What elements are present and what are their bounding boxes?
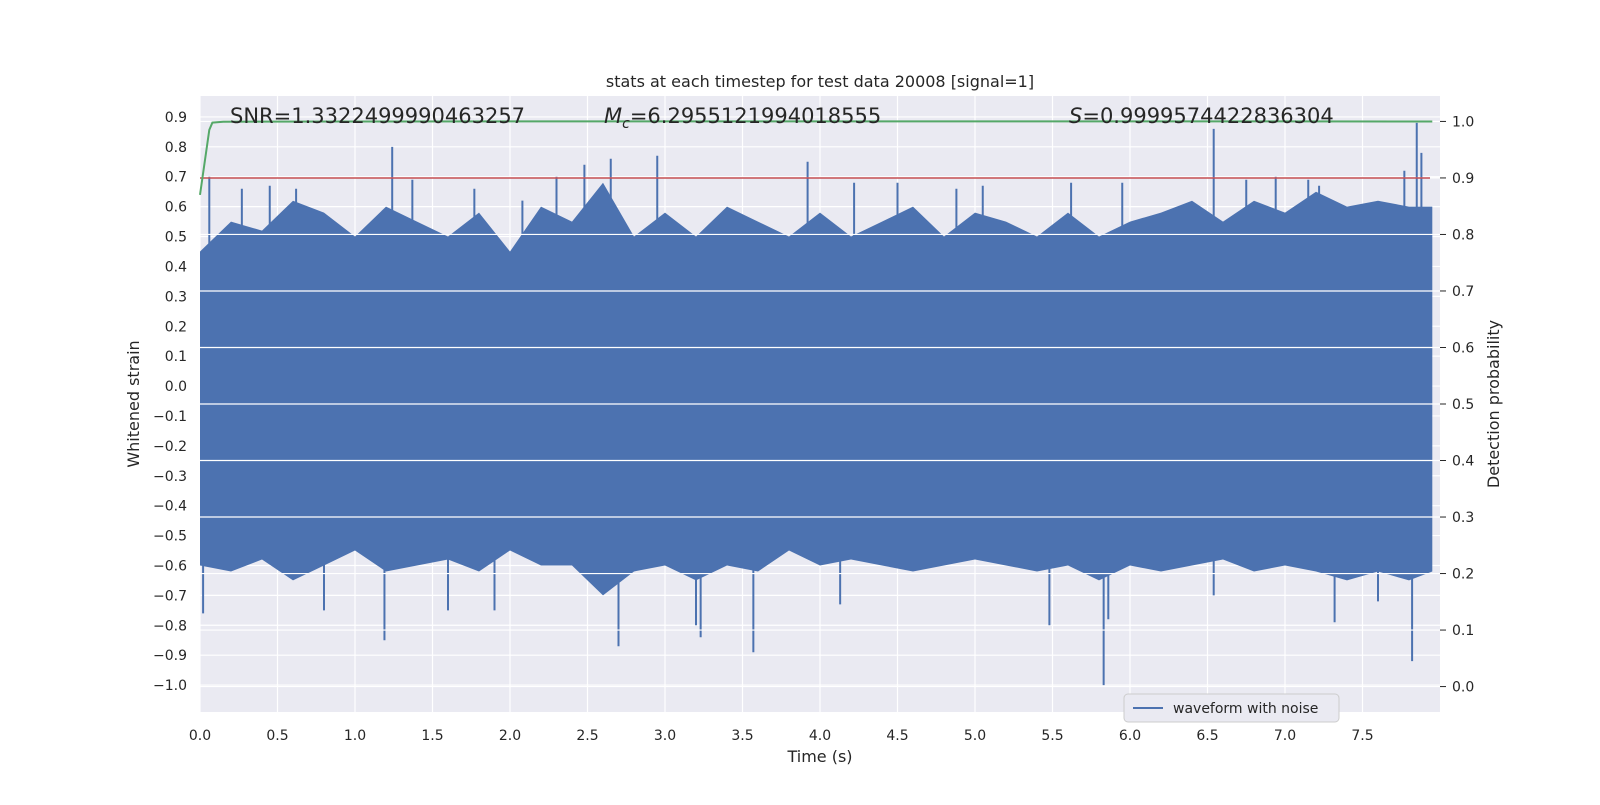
mc-subscript: c bbox=[622, 116, 630, 132]
y-tick-label: 0.3 bbox=[165, 289, 187, 305]
y2-tick-label: 1.0 bbox=[1452, 114, 1474, 130]
y-tick-label: 0.8 bbox=[165, 140, 187, 156]
y-tick-label: −0.2 bbox=[153, 439, 187, 455]
x-tick-label: 1.0 bbox=[344, 728, 366, 744]
y2-tick-label: 0.1 bbox=[1452, 623, 1474, 639]
y-tick-label: −1.0 bbox=[153, 678, 187, 694]
x-tick-label: 5.5 bbox=[1041, 728, 1063, 744]
waveform-series bbox=[200, 122, 1433, 686]
y-tick-label: −0.1 bbox=[153, 409, 187, 425]
y-axis-label: Whitened strain bbox=[124, 340, 143, 467]
y2-gridlines bbox=[200, 120, 1440, 688]
x-tick-label: 6.0 bbox=[1119, 728, 1141, 744]
x-tick-label: 3.5 bbox=[731, 728, 753, 744]
x-axis-ticks: 0.0 0.5 1.0 1.5 2.0 2.5 3.0 3.5 4.0 4.5 5.0 5.5 6.0 6… bbox=[189, 728, 1374, 744]
y-tick-label: −0.4 bbox=[153, 499, 187, 515]
y2-tick-label: 0.8 bbox=[1452, 227, 1474, 243]
y-tick-label: 0.4 bbox=[165, 259, 187, 275]
y2-tick-label: 0.2 bbox=[1452, 567, 1474, 583]
y2-tick-label: 0.6 bbox=[1452, 340, 1474, 356]
y-tick-label: 0.9 bbox=[165, 110, 187, 126]
s-symbol: S bbox=[1069, 104, 1082, 128]
y-axis-ticks: 0.9 0.8 0.7 0.6 0.5 0.4 0.3 0.2 0.1 0.0 −0.1 −0.2 −0… bbox=[153, 110, 187, 694]
x-axis-label: Time (s) bbox=[786, 747, 852, 766]
y-tick-label: −0.8 bbox=[153, 618, 187, 634]
legend-label: waveform with noise bbox=[1173, 701, 1318, 717]
x-tick-label: 3.0 bbox=[654, 728, 676, 744]
y-tick-label: 0.6 bbox=[165, 200, 187, 216]
y-tick-label: 0.1 bbox=[165, 349, 187, 365]
y-tick-label: 0.0 bbox=[165, 379, 187, 395]
y-tick-label: −0.5 bbox=[153, 529, 187, 545]
y2-tick-label: 0.3 bbox=[1452, 510, 1474, 526]
y2-tick-label: 0.9 bbox=[1452, 171, 1474, 187]
mc-symbol: M bbox=[604, 104, 622, 128]
x-tick-label: 4.5 bbox=[886, 728, 908, 744]
y-tick-label: −0.6 bbox=[153, 558, 187, 574]
y-tick-label: 0.7 bbox=[165, 170, 187, 186]
y2-tick-label: 0.5 bbox=[1452, 397, 1474, 413]
y2-tick-label: 0.4 bbox=[1452, 454, 1474, 470]
x-tick-label: 2.5 bbox=[576, 728, 598, 744]
mc-value: =6.2955121994018555 bbox=[630, 104, 881, 128]
y2-axis-label: Detection probability bbox=[1484, 320, 1503, 488]
x-tick-label: 0.0 bbox=[189, 728, 211, 744]
waveform-band bbox=[200, 182, 1433, 596]
y2-tick-label: 0.7 bbox=[1452, 284, 1474, 300]
y-tick-label: 0.2 bbox=[165, 319, 187, 335]
x-tick-label: 5.0 bbox=[964, 728, 986, 744]
x-tick-label: 0.5 bbox=[266, 728, 288, 744]
x-tick-label: 7.5 bbox=[1351, 728, 1373, 744]
legend: waveform with noise bbox=[1123, 693, 1340, 723]
y-tick-label: 0.5 bbox=[165, 230, 187, 246]
y-tick-label: −0.3 bbox=[153, 469, 187, 485]
mc-annotation: Mc=6.2955121994018555 bbox=[604, 104, 881, 132]
s-annotation: S=0.9999574422836304 bbox=[1069, 104, 1334, 128]
legend-box bbox=[1123, 693, 1340, 723]
y-tick-label: −0.7 bbox=[153, 588, 187, 604]
x-tick-label: 6.5 bbox=[1196, 728, 1218, 744]
probability-line bbox=[199, 120, 1433, 196]
y2-axis-ticks: 1.0 0.9 0.8 0.7 0.6 0.5 0.4 0.3 0.2 0.1 0.0 bbox=[1440, 114, 1474, 696]
s-value: =0.9999574422836304 bbox=[1082, 104, 1333, 128]
y2-tick-label: 0.0 bbox=[1452, 680, 1474, 696]
x-tick-label: 4.0 bbox=[809, 728, 831, 744]
chart-title: stats at each timestep for test data 200… bbox=[606, 72, 1034, 91]
y-tick-label: −0.9 bbox=[153, 648, 187, 664]
x-tick-label: 1.5 bbox=[421, 728, 443, 744]
x-tick-label: 2.0 bbox=[499, 728, 521, 744]
snr-annotation: SNR=1.3322499990463257 bbox=[230, 104, 525, 128]
x-tick-label: 7.0 bbox=[1274, 728, 1296, 744]
